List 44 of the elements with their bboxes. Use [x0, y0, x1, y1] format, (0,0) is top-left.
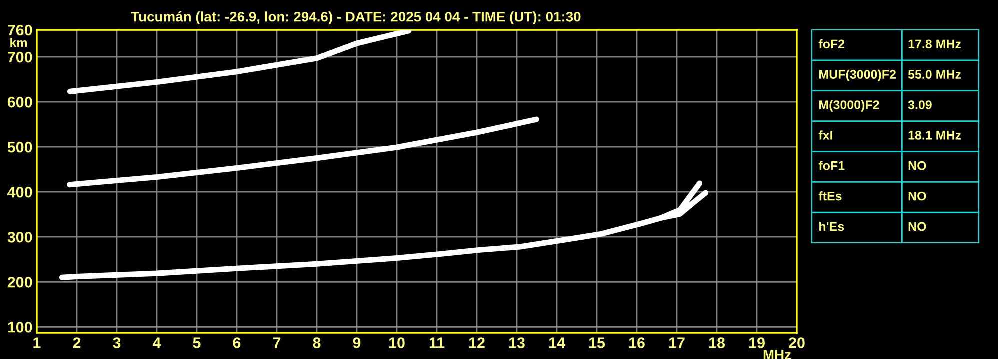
x-tick-label: 5	[193, 338, 201, 348]
text: NO	[908, 222, 926, 232]
y-tick-label: 300	[8, 232, 32, 243]
y-tick-label: 100	[8, 322, 32, 333]
y-tick-label: 400	[8, 186, 32, 198]
y-tick-label: 500	[8, 142, 32, 153]
text: h'Es	[820, 222, 844, 232]
y-tick-label: 760	[8, 24, 32, 36]
text: ftEs	[818, 192, 842, 201]
text: 55.0 MHz	[908, 70, 962, 79]
x-tick-label: 12	[469, 338, 485, 348]
text: M(3000)F2	[820, 100, 880, 112]
text: foF1	[818, 161, 845, 170]
x-tick-label: 9	[353, 338, 361, 348]
x-tick-label: 15	[589, 338, 606, 348]
text: MUF(3000)F2	[820, 70, 896, 82]
x-tick-label: 4	[152, 338, 162, 348]
x-tick-label: 14	[549, 338, 566, 348]
text: NO	[908, 161, 926, 170]
x-tick-label: 20	[789, 338, 805, 348]
x-tick-label: 19	[749, 338, 765, 348]
text: 3.09	[908, 100, 932, 110]
y-axis-title: km	[10, 38, 28, 48]
x-tick-label: 10	[389, 338, 405, 348]
text: NO	[908, 192, 926, 201]
text: 17.8 MHz	[908, 40, 962, 49]
y-tick-label: 600	[8, 96, 32, 108]
x-tick-label: 18	[709, 338, 726, 348]
x-tick-label: 13	[509, 338, 525, 348]
text: foF2	[818, 39, 845, 49]
x-tick-label: 8	[313, 338, 321, 348]
y-tick-label: 700	[8, 52, 32, 63]
x-tick-label: 6	[233, 338, 241, 348]
x-tick-label: 17	[669, 338, 685, 348]
x-tick-label: 2	[73, 338, 81, 348]
chart-title: Tucumán (lat: -26.9, lon: 294.6) - DATE: 2025 04 04 - TIME (UT): 01:30	[131, 11, 581, 25]
text: fxI	[818, 130, 832, 140]
x-tick-label: 7	[273, 338, 281, 348]
text: 18.1 MHz	[908, 131, 962, 140]
x-tick-label: 11	[430, 338, 445, 348]
x-tick-label: 1	[34, 338, 41, 348]
x-tick-label: 3	[113, 338, 121, 348]
y-tick-label: 200	[8, 276, 32, 288]
x-tick-label: 16	[629, 338, 645, 348]
